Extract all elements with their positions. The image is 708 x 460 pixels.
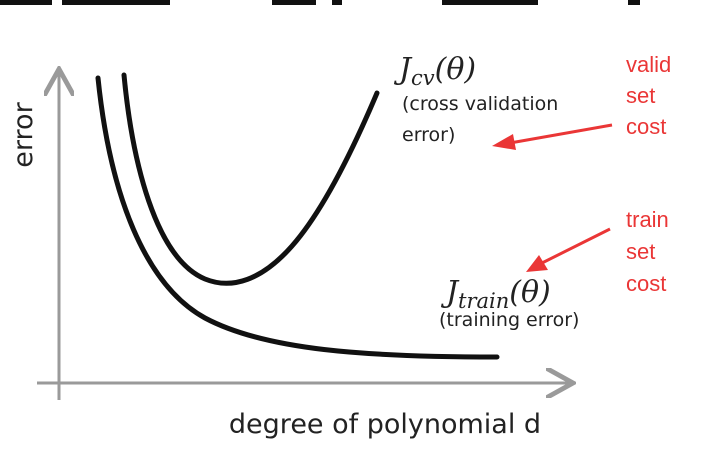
train-symbol: J xyxy=(440,275,460,310)
train-arrow-head xyxy=(526,255,548,272)
svg-text:Jtrain(θ): Jtrain(θ) xyxy=(440,275,551,313)
valid-annotation: valid set cost xyxy=(492,52,671,150)
train-cost-label: Jtrain(θ) xyxy=(440,275,551,313)
train-note-line-1: train xyxy=(626,207,669,232)
cv-argument: (θ) xyxy=(435,52,476,87)
svg-text:Jcv(θ): Jcv(θ) xyxy=(393,52,476,90)
cv-caption-line-1: (cross validation xyxy=(402,93,558,115)
valid-note-line-1: valid xyxy=(626,52,671,77)
train-argument: (θ) xyxy=(509,275,550,310)
training-error-curve xyxy=(95,75,500,360)
train-caption: (training error) xyxy=(439,309,579,331)
cv-error-curve xyxy=(121,72,380,286)
cv-cost-label: Jcv(θ) xyxy=(393,52,476,90)
x-axis-label: degree of polynomial d xyxy=(229,409,541,440)
cv-subscript: cv xyxy=(411,66,435,90)
train-note-line-3: cost xyxy=(626,271,666,296)
train-annotation: train set cost xyxy=(526,207,669,296)
train-subscript: train xyxy=(458,289,509,313)
valid-arrow-head xyxy=(492,134,516,150)
cv-caption-line-2: error) xyxy=(402,124,455,146)
cropped-heading-fragments xyxy=(0,0,640,5)
train-arrow-shaft xyxy=(541,227,611,265)
cv-symbol: J xyxy=(393,52,413,87)
valid-note-line-2: set xyxy=(626,83,655,108)
train-note-line-2: set xyxy=(626,239,655,264)
y-axis-label: error xyxy=(8,101,39,167)
valid-arrow-shaft xyxy=(509,123,613,145)
valid-note-line-3: cost xyxy=(626,114,666,139)
